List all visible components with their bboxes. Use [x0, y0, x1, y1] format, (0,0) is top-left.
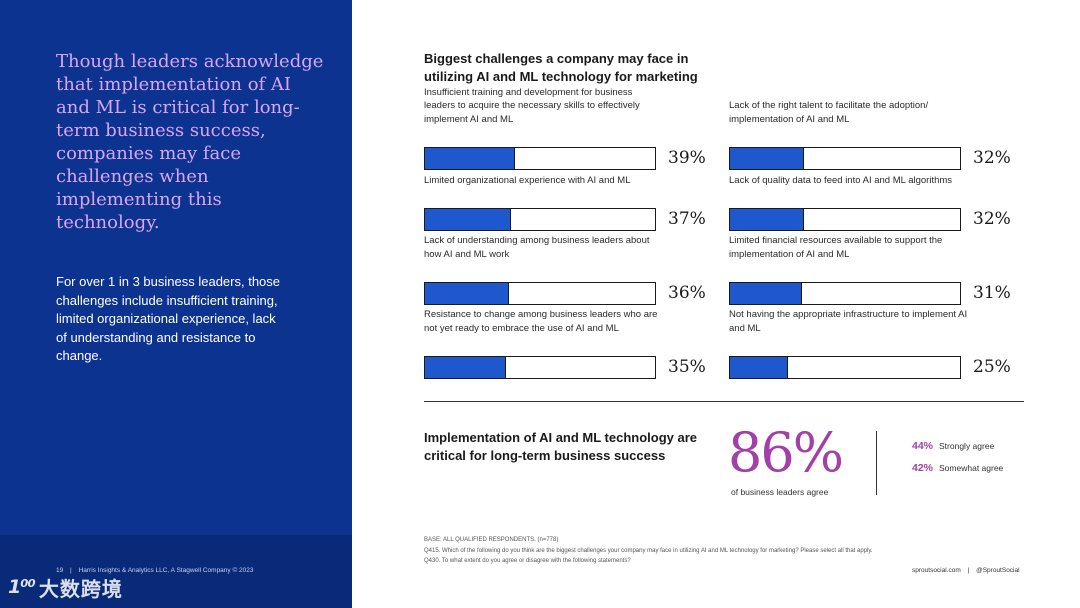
subtext: For over 1 in 3 business leaders, those …: [56, 274, 281, 363]
footer-handle: @SproutSocial: [976, 567, 1020, 574]
big-stat-caption: of business leaders agree: [731, 487, 829, 497]
watermark: 1⁰⁰ 大数跨境: [8, 572, 123, 602]
bar: [730, 283, 802, 304]
footer-left: 19 | Harris Insights & Analytics LLC, A …: [56, 567, 254, 574]
footer-company: Harris Insights & Analytics LLC, A Stagw…: [78, 567, 254, 574]
bar-track: [729, 208, 961, 231]
vertical-divider: [876, 431, 877, 495]
footer-right-separator: |: [967, 567, 970, 574]
bar-track: [424, 282, 656, 305]
bar-track: [729, 282, 961, 305]
strongly-agree-label: Strongly agree: [939, 441, 995, 451]
bar: [425, 283, 509, 304]
bar-value-label: 25%: [973, 357, 1011, 377]
bar: [730, 209, 805, 230]
bar-track: [424, 147, 656, 170]
footnote-base: BASE: ALL QUALIFIED RESPONDENTS, (n=778): [424, 537, 559, 543]
bar: [425, 148, 516, 169]
bar-label: Resistance to change among business lead…: [424, 309, 658, 334]
bar-value-label: 32%: [973, 148, 1011, 168]
bar-label: Limited organizational experience with A…: [424, 174, 631, 186]
bar-label: Insufficient training and development fo…: [424, 86, 640, 125]
bar-label: Not having the appropriate infrastructur…: [729, 309, 968, 334]
footer-separator: |: [70, 567, 72, 574]
left-panel: [0, 0, 352, 608]
bar-track: [729, 356, 961, 379]
footnote-q430: Q430. To what extent do you agree or dis…: [424, 558, 631, 564]
bar: [730, 357, 788, 378]
left-footer-band: [0, 535, 352, 608]
bar-track: [424, 356, 656, 379]
bar: [425, 209, 511, 230]
chart-title: Biggest challenges a company may face in…: [424, 51, 698, 84]
bar-value-label: 32%: [973, 209, 1011, 229]
divider: [424, 401, 1024, 402]
bar-value-label: 39%: [668, 148, 706, 168]
big-stat-value: 86%: [728, 421, 844, 484]
headline: Though leaders acknowledge that implemen…: [56, 51, 324, 233]
strongly-agree-pct: 44%: [912, 440, 934, 452]
bar-value-label: 35%: [668, 357, 706, 377]
bar-value-label: 31%: [973, 283, 1011, 303]
footnotes: BASE: ALL QUALIFIED RESPONDENTS, (n=778)…: [424, 535, 894, 567]
bar-label: Lack of quality data to feed into AI and…: [729, 174, 953, 186]
watermark-text: 大数跨境: [38, 576, 123, 601]
somewhat-agree-label: Somewhat agree: [939, 463, 1004, 473]
bar: [425, 357, 507, 378]
bar-label: Limited financial resources available to…: [729, 235, 943, 260]
bar-label: Lack of understanding among business lea…: [424, 235, 650, 260]
implementation-title: Implementation of AI and ML technology a…: [424, 430, 698, 463]
somewhat-agree-row: 42% Somewhat agree: [912, 462, 1003, 474]
bar-value-label: 36%: [668, 283, 706, 303]
somewhat-agree-pct: 42%: [912, 462, 934, 474]
strongly-agree-row: 44% Strongly agree: [912, 440, 994, 452]
bar: [730, 148, 805, 169]
footer-site: sproutsocial.com: [912, 567, 961, 574]
watermark-logo-icon: 1⁰⁰: [8, 576, 36, 598]
bar-track: [729, 147, 961, 170]
bar-track: [424, 208, 656, 231]
page-number: 19: [56, 567, 64, 574]
bar-value-label: 37%: [668, 209, 706, 229]
footer-right: sproutsocial.com | @SproutSocial: [912, 567, 1020, 574]
bar-label: Lack of the right talent to facilitate t…: [729, 100, 929, 125]
footnote-q415: Q415. Which of the following do you thin…: [424, 547, 873, 554]
